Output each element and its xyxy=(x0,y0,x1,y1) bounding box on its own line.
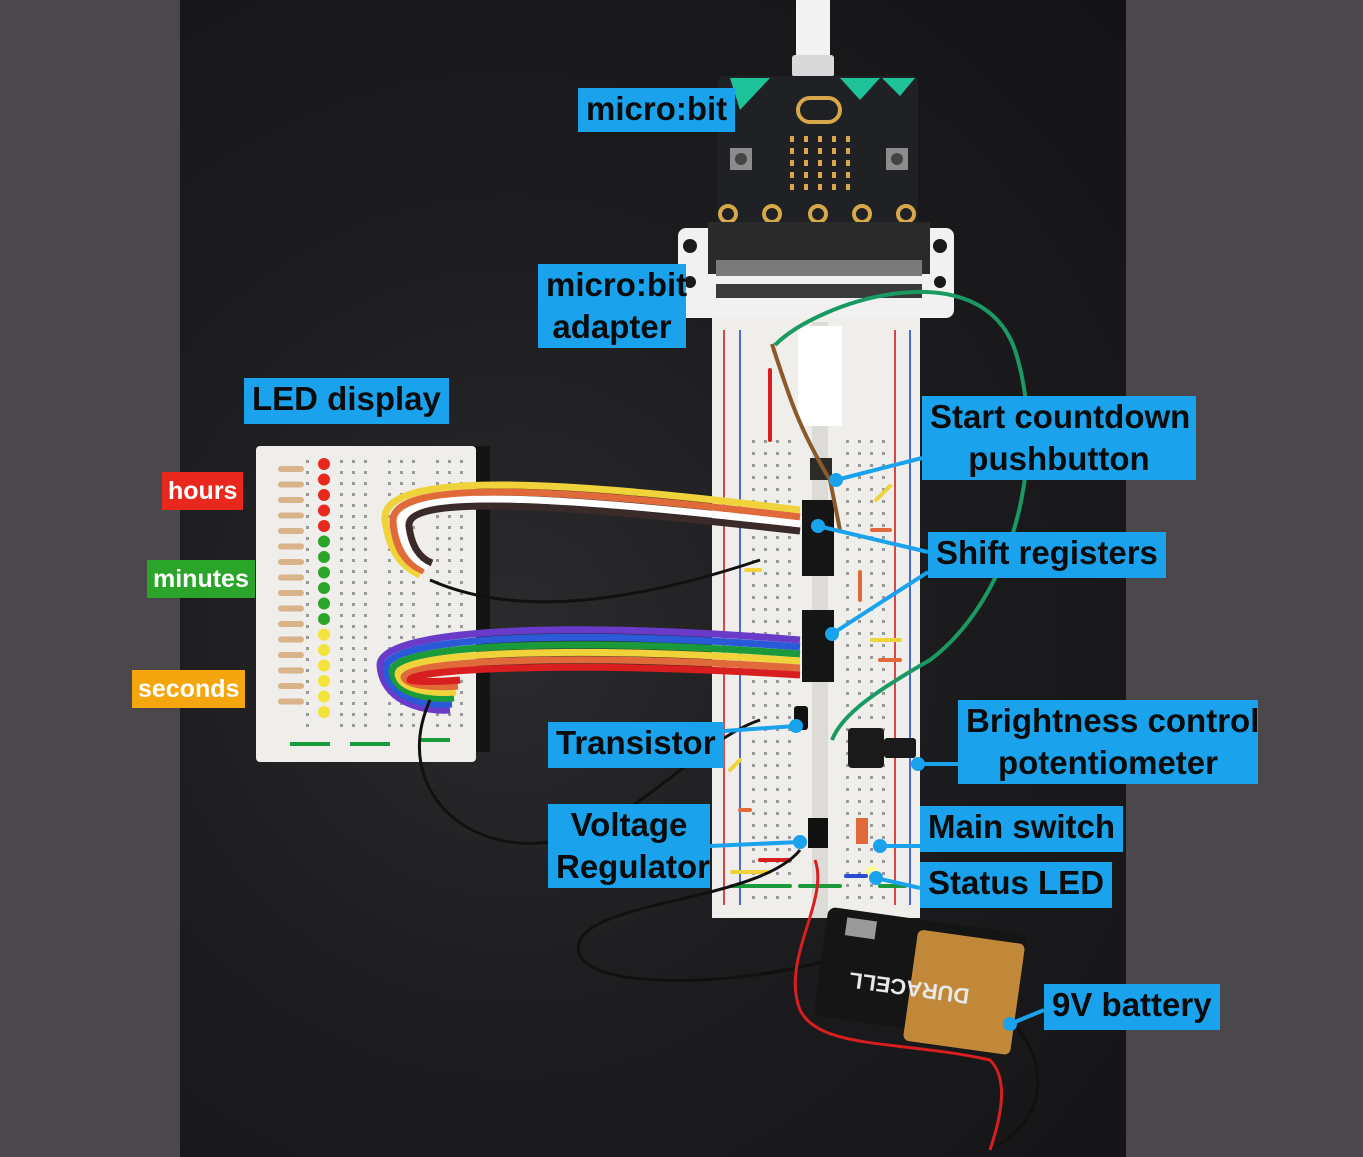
microbit-led xyxy=(804,160,808,166)
resistor xyxy=(278,683,304,689)
display-led xyxy=(318,504,330,517)
label-led-display: LED display xyxy=(244,378,449,424)
display-led xyxy=(318,458,330,470)
resistor xyxy=(278,481,304,488)
label-brightness-line2: potentiometer xyxy=(997,744,1218,781)
display-led xyxy=(318,613,330,625)
display-led xyxy=(318,551,330,563)
label-9v-battery: 9V battery xyxy=(1044,984,1220,1030)
usb-cable xyxy=(796,0,830,62)
microbit-led xyxy=(832,148,836,154)
resistor xyxy=(278,528,304,534)
resistor xyxy=(278,559,304,565)
label-voltage-line1: Voltage xyxy=(570,806,688,843)
resistor xyxy=(278,605,304,612)
resistor xyxy=(278,636,304,643)
label-microbit: micro:bit xyxy=(578,88,736,132)
microbit-led xyxy=(804,172,808,178)
label-brightness-potentiometer: Brightness control potentiometer xyxy=(958,700,1260,784)
microbit-led xyxy=(846,172,850,178)
display-led xyxy=(318,675,330,687)
microbit-board xyxy=(718,76,918,236)
microbit-led xyxy=(818,172,822,178)
label-main-switch: Main switch xyxy=(920,806,1124,852)
microbit-led xyxy=(790,184,794,190)
resistor xyxy=(278,698,304,705)
shift-register-1 xyxy=(802,500,834,576)
microbit-led xyxy=(790,148,794,154)
display-led xyxy=(318,706,330,718)
ribbon-cable-top xyxy=(381,481,801,579)
label-start-countdown-pushbutton: Start countdown pushbutton xyxy=(922,396,1196,480)
microbit-led xyxy=(804,148,808,154)
label-start-line2: pushbutton xyxy=(968,440,1150,477)
display-led xyxy=(318,582,330,594)
microbit-led xyxy=(790,172,794,178)
display-led xyxy=(318,690,330,703)
9v-battery: DURACELL xyxy=(814,907,1026,1055)
resistor xyxy=(278,652,304,658)
label-status-led: Status LED xyxy=(920,862,1113,908)
microbit-led xyxy=(818,160,822,166)
resistor xyxy=(278,512,304,519)
resistor xyxy=(278,543,304,550)
shift-register-2 xyxy=(802,610,834,682)
display-led xyxy=(318,644,330,656)
label-microbit-adapter-line1: micro:bit xyxy=(546,266,688,303)
microbit-adapter xyxy=(678,222,954,318)
label-start-line1: Start countdown xyxy=(930,398,1191,435)
microbit-led xyxy=(818,184,822,190)
display-led xyxy=(318,628,330,641)
microbit-led xyxy=(846,160,850,166)
tag-hours: hours xyxy=(162,472,244,510)
tag-seconds: seconds xyxy=(132,670,246,708)
label-voltage-regulator: Voltage Regulator xyxy=(548,804,710,888)
microbit-led xyxy=(832,160,836,166)
resistor xyxy=(278,574,304,581)
potentiometer-body xyxy=(848,728,884,768)
resistor xyxy=(278,621,304,627)
resistor xyxy=(278,667,304,674)
microbit-led xyxy=(818,136,822,142)
microbit-led xyxy=(832,136,836,142)
display-led xyxy=(318,597,330,610)
display-led xyxy=(318,659,330,672)
resistor xyxy=(278,590,304,596)
label-shift-registers: Shift registers xyxy=(928,532,1166,578)
resistor xyxy=(278,466,304,472)
label-microbit-adapter-line2: adapter xyxy=(552,308,672,345)
tag-minutes: minutes xyxy=(147,560,255,598)
microbit-led xyxy=(804,136,808,142)
microbit-led xyxy=(832,184,836,190)
ribbon-cable-bottom xyxy=(376,626,801,714)
microbit-led xyxy=(804,184,808,190)
display-led xyxy=(318,473,330,486)
regulator-body xyxy=(808,818,828,848)
display-led xyxy=(318,489,330,501)
display-led xyxy=(318,535,330,548)
microbit-led xyxy=(818,148,822,154)
microbit-led xyxy=(846,136,850,142)
resistor xyxy=(278,497,304,503)
microbit-led xyxy=(790,160,794,166)
label-brightness-line1: Brightness control xyxy=(966,702,1260,739)
display-led xyxy=(318,566,330,579)
main-switch-body xyxy=(856,818,868,844)
label-voltage-line2: Regulator xyxy=(556,848,711,885)
microbit-led xyxy=(790,136,794,142)
microbit-led xyxy=(832,172,836,178)
microbit-led xyxy=(846,148,850,154)
label-transistor: Transistor xyxy=(548,722,724,768)
microbit-led xyxy=(846,184,850,190)
label-microbit-adapter: micro:bit adapter xyxy=(538,264,688,348)
display-led xyxy=(318,520,330,532)
